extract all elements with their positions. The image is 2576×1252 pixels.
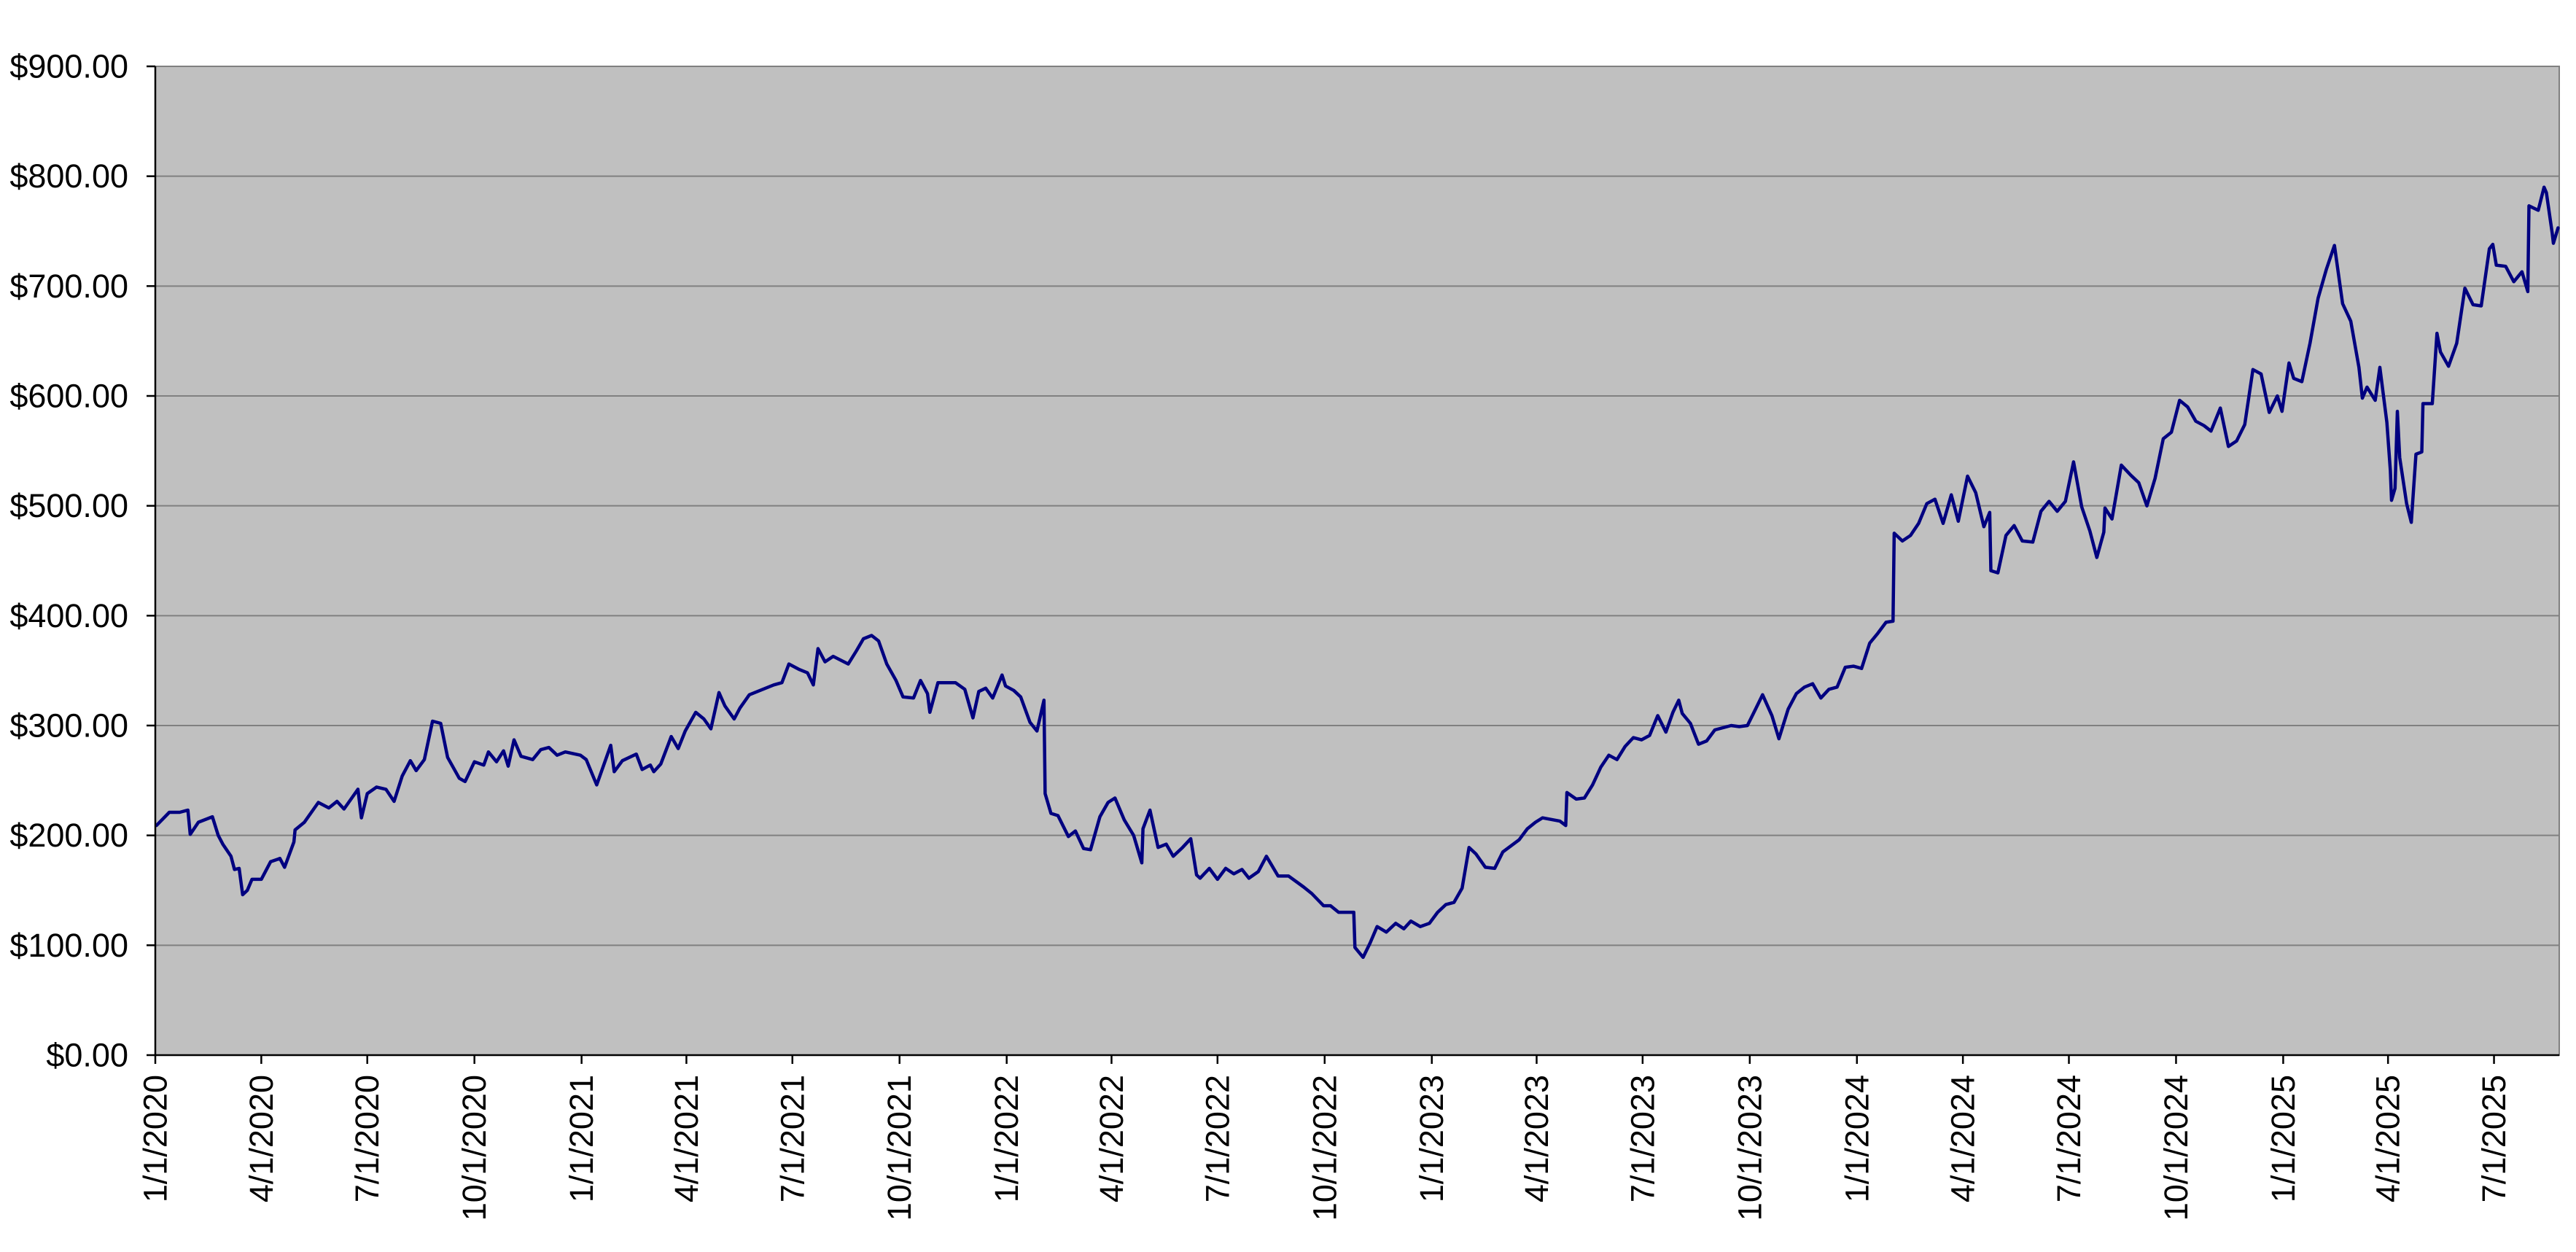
x-tick-label: 10/1/2023 xyxy=(1731,1075,1768,1221)
x-tick-label: 7/1/2022 xyxy=(1199,1075,1236,1202)
x-tick-label: 4/1/2021 xyxy=(668,1075,705,1202)
series-line xyxy=(155,185,2560,960)
x-tick-label: 4/1/2025 xyxy=(2370,1075,2407,1202)
y-tick-label: $300.00 xyxy=(9,707,128,744)
y-tick-label: $0.00 xyxy=(46,1037,128,1074)
x-tick-label: 7/1/2021 xyxy=(774,1075,811,1202)
y-tick-label: $400.00 xyxy=(9,597,128,634)
x-tick-label: 1/1/2023 xyxy=(1413,1075,1450,1202)
x-tick-label: 7/1/2023 xyxy=(1624,1075,1661,1202)
plot-area xyxy=(155,66,2560,1056)
x-tick-label: 4/1/2020 xyxy=(243,1075,280,1202)
x-tick-label: 1/1/2020 xyxy=(137,1075,174,1202)
y-tick-label: $600.00 xyxy=(9,378,128,415)
x-tick-label: 7/1/2020 xyxy=(349,1075,386,1202)
y-tick-label: $500.00 xyxy=(9,487,128,524)
y-axis-ticks xyxy=(147,65,155,1057)
y-tick-labels: $0.00 $100.00 $200.00 $300.00 $400.00 $500.00… xyxy=(9,48,128,1074)
x-tick-label: 1/1/2022 xyxy=(988,1075,1025,1202)
x-tick-label: 1/1/2021 xyxy=(563,1075,600,1202)
y-tick-label: $700.00 xyxy=(9,268,128,305)
gridlines xyxy=(155,66,2559,946)
x-tick-label: 7/1/2024 xyxy=(2050,1075,2087,1202)
x-tick-label: 10/1/2024 xyxy=(2157,1075,2195,1221)
x-axis-ticks xyxy=(154,1055,2495,1064)
y-tick-label: $900.00 xyxy=(9,48,128,85)
x-tick-label: 10/1/2022 xyxy=(1306,1075,1343,1221)
x-tick-label: 10/1/2020 xyxy=(456,1075,493,1221)
x-tick-label: 10/1/2021 xyxy=(881,1075,918,1221)
x-tick-label: 4/1/2024 xyxy=(1945,1075,1982,1202)
y-tick-label: $100.00 xyxy=(9,927,128,964)
x-tick-labels: 1/1/2020 4/1/2020 7/1/2020 10/1/2020 1/1/202… xyxy=(137,1075,2513,1221)
x-tick-label: 4/1/2022 xyxy=(1093,1075,1130,1202)
x-tick-label: 1/1/2024 xyxy=(1838,1075,1875,1202)
x-tick-label: 1/1/2025 xyxy=(2265,1075,2302,1202)
x-tick-label: 7/1/2025 xyxy=(2475,1075,2513,1202)
x-tick-label: 4/1/2023 xyxy=(1518,1075,1555,1202)
y-tick-label: $200.00 xyxy=(9,817,128,854)
y-tick-label: $800.00 xyxy=(9,158,128,195)
